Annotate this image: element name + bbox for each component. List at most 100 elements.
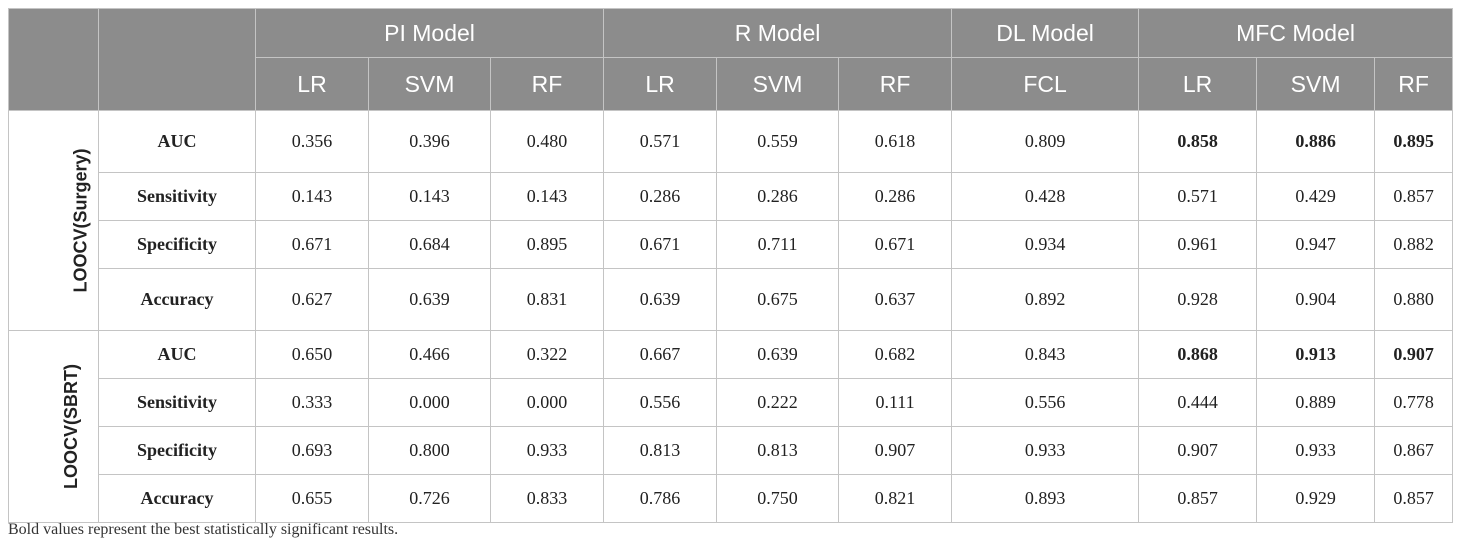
header-group-r: R Model [603,8,953,58]
header-model: RF [1374,57,1454,111]
value-cell: 0.675 [716,268,840,331]
value-cell: 0.559 [716,110,840,173]
metric-label: Sensitivity [98,378,256,427]
value-cell: 0.933 [489,426,605,475]
value-cell: 0.684 [368,220,491,269]
value-cell: 0.892 [951,268,1140,331]
value-cell: 0.286 [838,172,953,221]
value-cell: 0.143 [368,172,491,221]
value-cell: 0.322 [489,330,605,379]
value-cell: 0.671 [838,220,953,269]
value-cell: 0.444 [1138,378,1258,427]
header-model: LR [603,57,718,111]
header-model: FCL [951,57,1140,111]
header-row-groups: PI Model R Model DL Model MFC Model [8,8,1454,111]
table-row: Sensitivity 0.333 0.000 0.000 0.556 0.222 0.11… [9,378,1454,427]
metric-label: Sensitivity [98,172,256,221]
value-cell: 0.000 [489,378,605,427]
value-cell: 0.907 [1138,426,1258,475]
value-cell: 0.639 [603,268,718,331]
value-cell: 0.813 [603,426,718,475]
table-row: LOOCV(SBRT) AUC 0.650 0.466 0.322 0.667 0.639 0… [8,330,1454,523]
table-row: Accuracy 0.655 0.726 0.833 0.786 0.750 0.821 0.… [9,474,1454,523]
metric-label: Accuracy [98,474,256,523]
value-cell: 0.750 [716,474,840,523]
value-cell: 0.286 [716,172,840,221]
value-cell: 0.933 [1256,426,1376,475]
value-cell: 0.286 [603,172,718,221]
table-row: Accuracy 0.627 0.639 0.831 0.639 0.675 0.637 0.… [9,268,1454,331]
value-cell: 0.800 [368,426,491,475]
value-cell: 0.809 [951,110,1140,173]
header-model: SVM [368,57,491,111]
value-cell: 0.556 [603,378,718,427]
value-cell: 0.650 [255,330,369,379]
value-cell: 0.639 [368,268,491,331]
header-model: SVM [716,57,840,111]
value-cell: 0.000 [368,378,491,427]
value-cell: 0.671 [255,220,369,269]
value-cell: 0.693 [255,426,369,475]
header-model: SVM [1256,57,1376,111]
value-cell: 0.843 [951,330,1140,379]
value-cell: 0.726 [368,474,491,523]
value-cell: 0.480 [489,110,605,173]
value-cell: 0.882 [1374,220,1454,269]
metric-label: AUC [98,110,256,173]
value-cell: 0.821 [838,474,953,523]
value-cell: 0.929 [1256,474,1376,523]
value-cell: 0.886 [1256,110,1376,173]
results-table: PI Model R Model DL Model MFC Model LR S… [8,8,1454,523]
value-cell: 0.934 [951,220,1140,269]
value-cell: 0.857 [1374,172,1454,221]
value-cell: 0.947 [1256,220,1376,269]
value-cell: 0.907 [1374,330,1454,379]
header-model: LR [1138,57,1258,111]
header-group-dl: DL Model [951,8,1140,58]
value-cell: 0.428 [951,172,1140,221]
value-cell: 0.786 [603,474,718,523]
header-model: RF [838,57,953,111]
value-cell: 0.222 [716,378,840,427]
table-row: Specificity 0.693 0.800 0.933 0.813 0.813 0.90… [9,426,1454,475]
header-row-models: LR SVM RF LR SVM RF FCL LR SVM RF [9,57,1454,111]
value-cell: 0.682 [838,330,953,379]
metric-label: Specificity [98,220,256,269]
value-cell: 0.880 [1374,268,1454,331]
value-cell: 0.867 [1374,426,1454,475]
value-cell: 0.889 [1256,378,1376,427]
value-cell: 0.143 [255,172,369,221]
value-cell: 0.671 [603,220,718,269]
value-cell: 0.857 [1374,474,1454,523]
value-cell: 0.466 [368,330,491,379]
value-cell: 0.356 [255,110,369,173]
value-cell: 0.667 [603,330,718,379]
table-row: LOOCV(Surgery) AUC 0.356 0.396 0.480 0.571 0.5… [8,110,1454,331]
section-label-cell: LOOCV(SBRT) [8,330,99,523]
value-cell: 0.778 [1374,378,1454,427]
metric-label: Accuracy [98,268,256,331]
value-cell: 0.627 [255,268,369,331]
value-cell: 0.639 [716,330,840,379]
value-cell: 0.637 [838,268,953,331]
value-cell: 0.904 [1256,268,1376,331]
value-cell: 0.895 [489,220,605,269]
value-cell: 0.618 [838,110,953,173]
value-cell: 0.143 [489,172,605,221]
value-cell: 0.895 [1374,110,1454,173]
value-cell: 0.571 [603,110,718,173]
metric-label: Specificity [98,426,256,475]
value-cell: 0.571 [1138,172,1258,221]
header-corner-group [8,8,99,111]
value-cell: 0.711 [716,220,840,269]
value-cell: 0.333 [255,378,369,427]
section-label: LOOCV(Surgery) [70,148,91,293]
section-label-cell: LOOCV(Surgery) [8,110,99,331]
value-cell: 0.833 [489,474,605,523]
table-row: Sensitivity 0.143 0.143 0.143 0.286 0.286 0.28… [9,172,1454,221]
value-cell: 0.913 [1256,330,1376,379]
value-cell: 0.858 [1138,110,1258,173]
metric-label: AUC [98,330,256,379]
value-cell: 0.556 [951,378,1140,427]
header-model: RF [489,57,605,111]
